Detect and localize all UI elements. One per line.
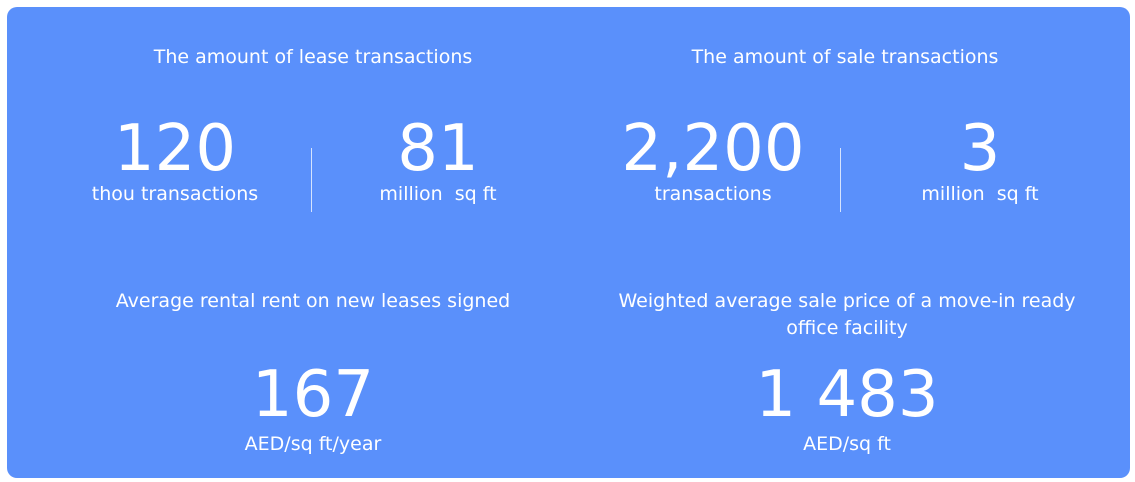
section-title: The amount of lease transactions <box>153 46 473 68</box>
divider <box>311 148 312 212</box>
stat-unit: million sq ft <box>921 183 1039 205</box>
highlight-title: Weighted average sale price of a move-in… <box>618 290 1076 339</box>
divider <box>840 148 841 212</box>
stat-value: 3 <box>959 112 1001 186</box>
highlight-unit: AED/sq ft/year <box>244 433 382 455</box>
stats-panel: The amount of lease transactions 120 tho… <box>7 7 1130 478</box>
highlight-value: 1 483 <box>755 358 939 432</box>
stat-value: 120 <box>113 112 237 186</box>
highlight-title: Average rental rent on new leases signed <box>115 290 511 312</box>
section-title: The amount of sale transactions <box>691 46 999 68</box>
stat-unit: million sq ft <box>379 183 497 205</box>
stat-value: 81 <box>397 112 479 186</box>
stat-unit: thou transactions <box>91 183 259 205</box>
stat-value: 2,200 <box>621 112 805 186</box>
stat-unit: transactions <box>654 183 772 205</box>
highlight-unit: AED/sq ft <box>803 433 891 455</box>
highlight-value: 167 <box>251 358 375 432</box>
